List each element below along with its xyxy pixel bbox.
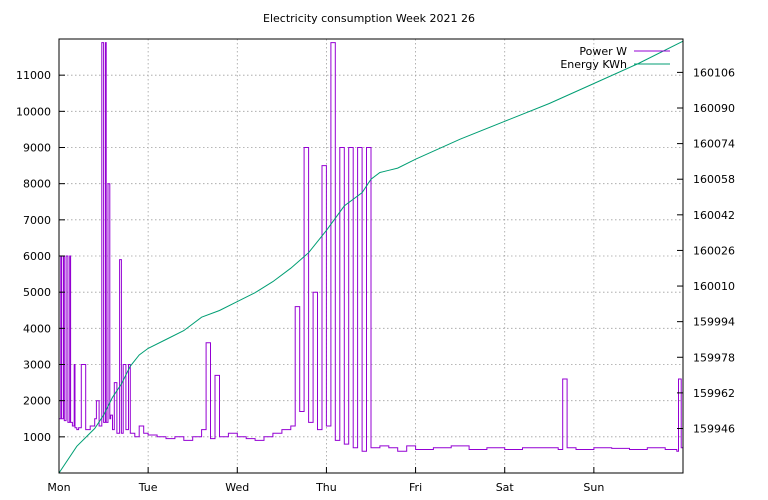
y2-tick-label: 160042	[693, 209, 735, 222]
y2-tick-label: 160010	[693, 280, 735, 293]
legend-label-power: Power W	[579, 45, 627, 58]
y-tick-label: 11000	[16, 69, 51, 82]
y2-tick-label: 160026	[693, 244, 735, 257]
series-layer	[58, 40, 684, 474]
x-tick-label: Sat	[496, 481, 515, 494]
y-tick-label: 6000	[23, 250, 51, 263]
y-tick-label: 7000	[23, 214, 51, 227]
x-tick-label: Sun	[583, 481, 604, 494]
y2-tick-label: 159946	[693, 422, 735, 435]
y-tick-label: 2000	[23, 395, 51, 408]
y-tick-label: 1000	[23, 431, 51, 444]
y-tick-label: 8000	[23, 178, 51, 191]
y-tick-label: 3000	[23, 359, 51, 372]
y2-tick-label: 160074	[693, 138, 735, 151]
chart-title: Electricity consumption Week 2021 26	[263, 12, 475, 25]
legend: Power W Energy KWh	[560, 45, 670, 71]
series-line-power	[59, 42, 684, 452]
y-tick-label: 9000	[23, 142, 51, 155]
x-tick-label: Fri	[409, 481, 422, 494]
x-tick-label: Tue	[138, 481, 158, 494]
y2-tick-label: 159978	[693, 351, 735, 364]
series-line-energy	[58, 40, 684, 474]
y-tick-label: 10000	[16, 105, 51, 118]
y2-tick-label: 159994	[693, 316, 735, 329]
y2-tick-label: 160058	[693, 173, 735, 186]
tick-layer: 1000 2000 3000 4000 5000 6000 7000 8000 9000 1000…	[16, 66, 735, 494]
y-tick-label: 4000	[23, 322, 51, 335]
y2-tick-label: 160106	[693, 66, 735, 79]
x-tick-label: Thu	[315, 481, 337, 494]
y2-tick-label: 159962	[693, 387, 735, 400]
x-tick-label: Wed	[225, 481, 249, 494]
y2-tick-label: 160090	[693, 102, 735, 115]
legend-label-energy: Energy KWh	[560, 58, 627, 71]
x-tick-label: Mon	[47, 481, 70, 494]
y-tick-label: 5000	[23, 286, 51, 299]
